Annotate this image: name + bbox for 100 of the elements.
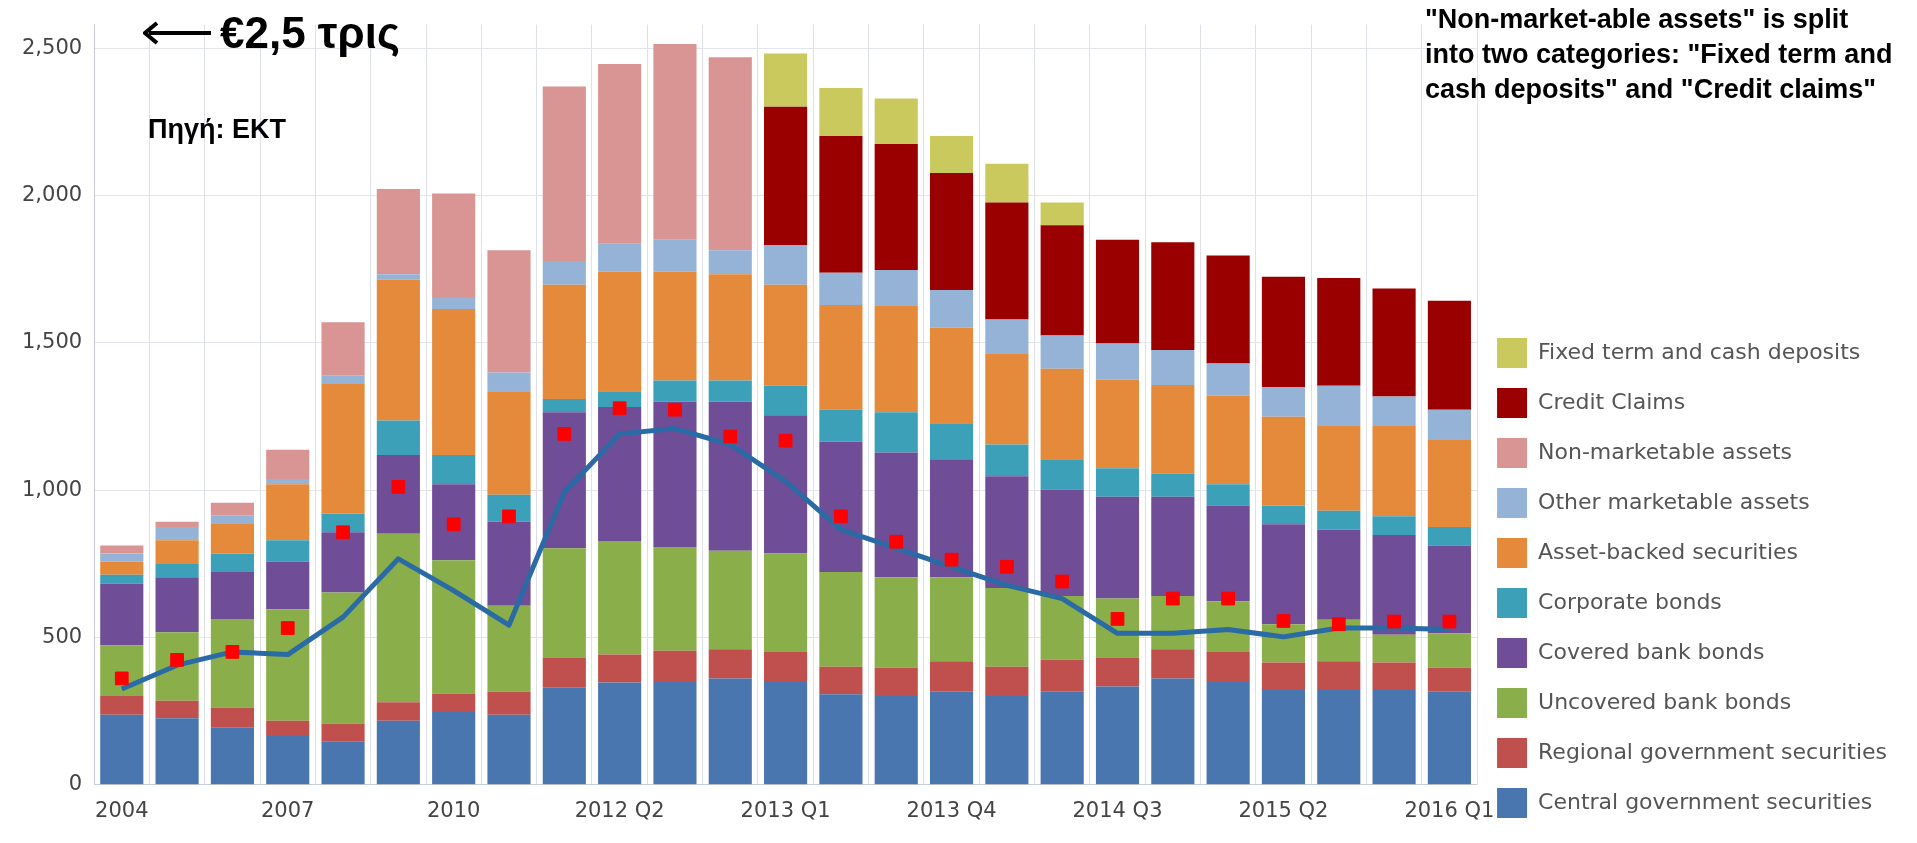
bar <box>155 564 199 578</box>
bar <box>542 86 586 261</box>
bar <box>929 423 974 460</box>
bar <box>1151 242 1195 350</box>
bar <box>819 409 863 442</box>
bar <box>321 375 365 384</box>
bar <box>155 718 199 785</box>
point <box>612 401 627 416</box>
bar <box>100 561 144 575</box>
bar <box>874 577 918 668</box>
bar <box>653 681 697 785</box>
bar <box>1095 468 1140 497</box>
point <box>889 534 904 549</box>
point <box>114 671 129 686</box>
x-tick-label: 2013 Q4 <box>906 797 997 822</box>
bar <box>1095 379 1140 469</box>
bar <box>100 583 144 646</box>
bar <box>929 577 974 662</box>
bar <box>598 541 642 655</box>
bar <box>819 305 863 410</box>
bar <box>929 290 974 328</box>
bar <box>542 260 586 285</box>
bar <box>1206 255 1250 364</box>
bar <box>1040 691 1084 785</box>
bar <box>432 298 476 309</box>
bar <box>376 189 420 275</box>
bar <box>1261 416 1306 506</box>
bar <box>1261 689 1306 785</box>
bar <box>929 135 974 174</box>
bar <box>487 521 531 606</box>
bar <box>1427 545 1471 634</box>
point <box>668 402 682 417</box>
point <box>834 509 848 524</box>
bar <box>100 574 144 584</box>
x-tick-label: 2012 Q2 <box>574 797 665 822</box>
bar <box>1372 534 1416 635</box>
bar <box>210 553 254 573</box>
bar <box>1372 425 1416 517</box>
legend-label: Central government securities <box>1538 788 1873 814</box>
bar <box>210 618 254 708</box>
bar <box>210 727 254 785</box>
bar <box>1151 473 1195 497</box>
bar <box>1206 484 1250 506</box>
bar <box>1151 349 1195 385</box>
y-tick-label: 0 <box>68 771 83 796</box>
bar <box>653 380 697 402</box>
bar <box>266 478 310 485</box>
bar <box>653 44 697 240</box>
bar <box>874 412 918 453</box>
legend-label: Covered bank bonds <box>1538 638 1765 664</box>
bar <box>1040 202 1084 226</box>
point <box>502 509 516 524</box>
bar <box>1317 661 1361 690</box>
bar <box>653 271 697 381</box>
bar <box>1206 505 1250 602</box>
bar <box>708 57 752 251</box>
bar <box>432 712 476 785</box>
bar <box>487 714 531 785</box>
bar <box>1317 278 1361 386</box>
bar <box>764 681 808 785</box>
bar <box>1261 505 1306 525</box>
bar <box>1206 651 1250 682</box>
bar <box>1372 396 1416 426</box>
bar <box>321 741 365 785</box>
bar <box>985 476 1029 588</box>
bar <box>819 694 863 785</box>
bar <box>321 532 365 593</box>
point <box>391 480 406 494</box>
point <box>170 653 184 667</box>
bar <box>100 714 144 785</box>
bar <box>1372 689 1416 785</box>
bar <box>1317 689 1361 785</box>
bar <box>432 560 476 694</box>
bar <box>432 484 476 561</box>
bar <box>708 274 752 381</box>
bar <box>764 651 808 682</box>
bar <box>764 284 808 386</box>
bar <box>708 678 752 785</box>
bar <box>874 452 918 578</box>
bar <box>266 609 310 721</box>
bar <box>1317 425 1361 511</box>
bar <box>1427 691 1471 785</box>
bar <box>266 561 310 610</box>
bar <box>598 243 642 272</box>
annotation: "Non-market-able assets" is split into two categories: "Fixed term and cash deposits" and "Credit claims" <box>1425 3 1894 107</box>
bar <box>266 449 310 479</box>
bar <box>542 284 586 400</box>
y-tick-label: 1,500 <box>21 329 83 354</box>
legend-label: Uncovered bank bonds <box>1538 688 1792 714</box>
y-tick-label: 500 <box>42 623 83 648</box>
bar <box>155 577 199 633</box>
bar <box>764 385 808 416</box>
bar <box>487 250 531 373</box>
bar <box>985 666 1029 697</box>
point <box>1110 612 1125 626</box>
bar <box>1040 595 1084 660</box>
bar <box>985 354 1029 445</box>
point <box>1331 617 1346 632</box>
bar <box>376 279 420 421</box>
bar <box>155 521 199 527</box>
